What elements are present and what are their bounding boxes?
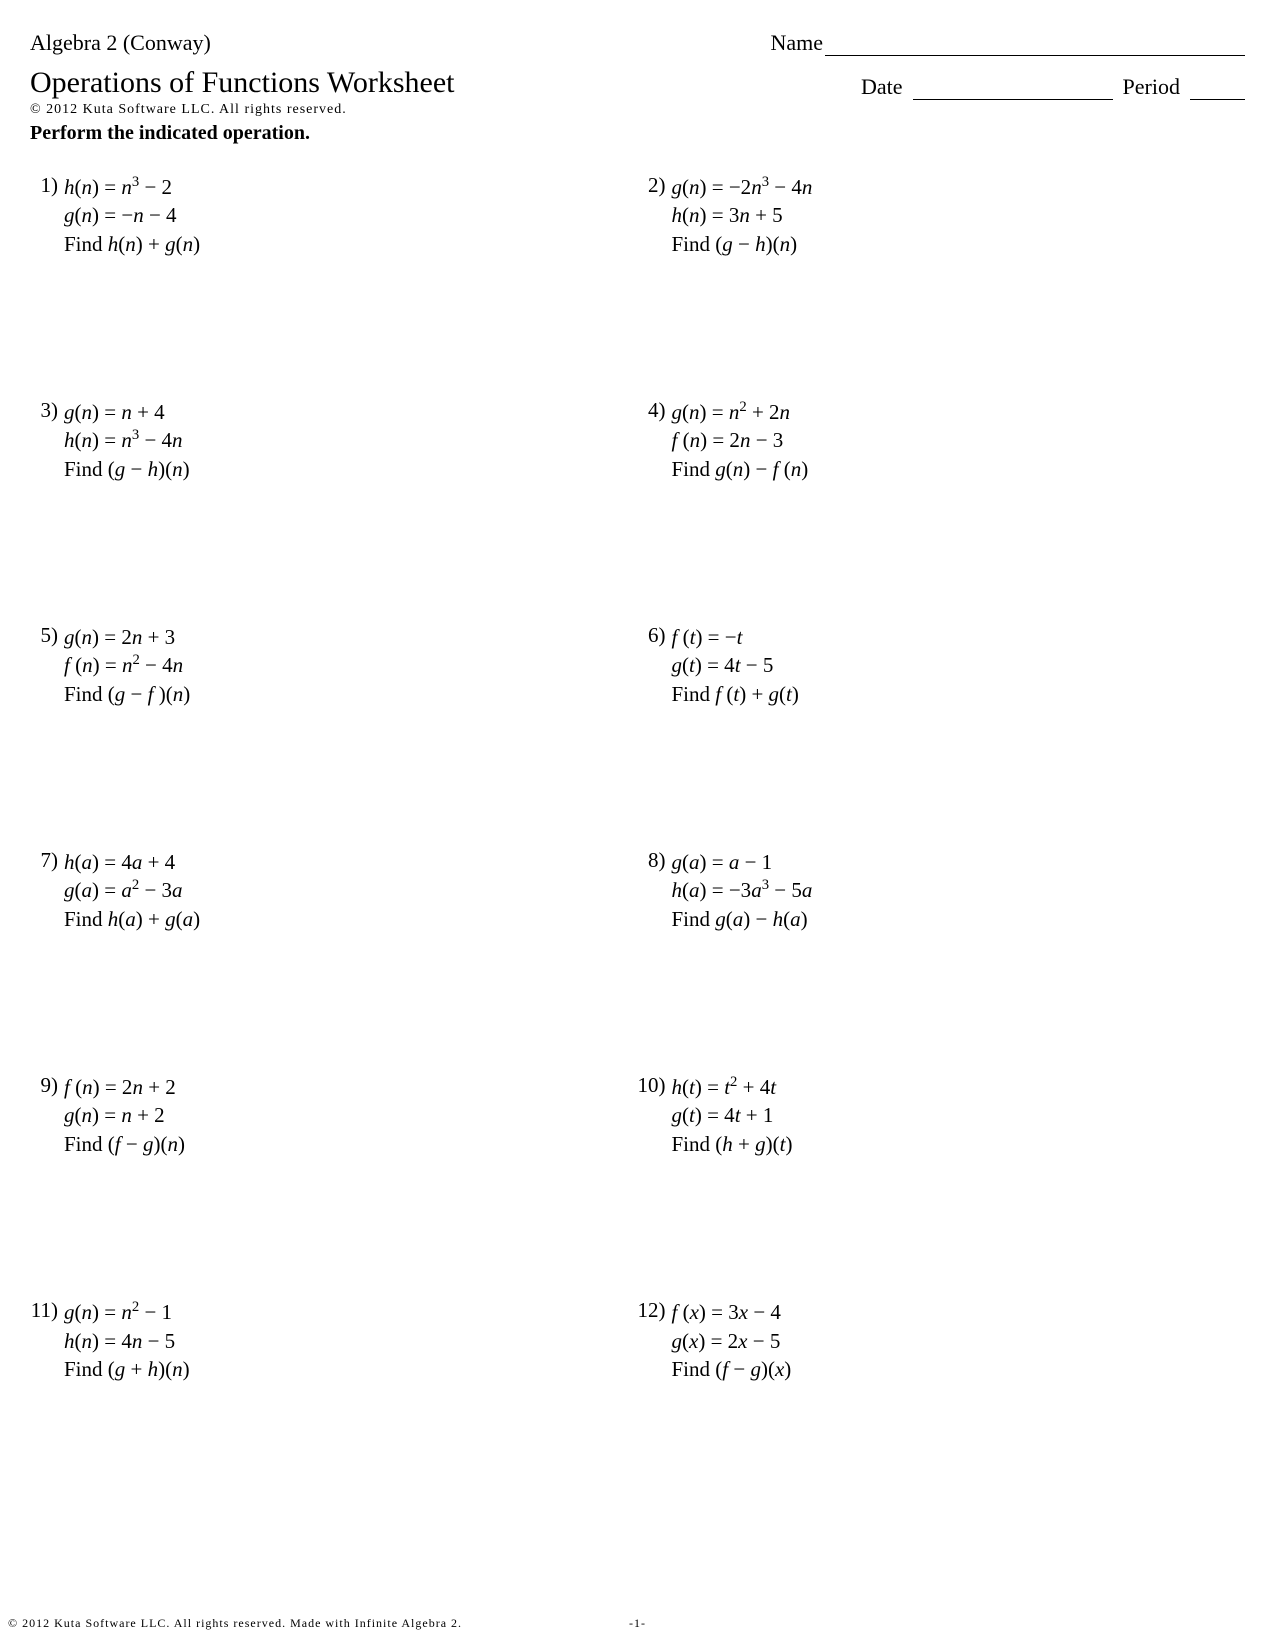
problem-line-1: g(n) = 2n + 3: [64, 623, 190, 651]
problem: 12)f (x) = 3x − 4g(x) = 2x − 5Find (f − …: [638, 1298, 1246, 1383]
problem-line-2: h(n) = n3 − 4n: [64, 426, 190, 454]
problem-number: 12): [638, 1298, 666, 1383]
problem-body: h(n) = n3 − 2g(n) = −n − 4Find h(n) + g(…: [64, 173, 200, 258]
problem: 5)g(n) = 2n + 3f (n) = n2 − 4nFind (g − …: [30, 623, 638, 708]
problem-number: 2): [638, 173, 666, 258]
problem-line-2: g(t) = 4t − 5: [672, 651, 799, 679]
problem-line-3: Find h(a) + g(a): [64, 905, 200, 933]
problem-body: g(n) = n2 + 2nf (n) = 2n − 3Find g(n) − …: [672, 398, 809, 483]
problem-line-3: Find (f − g)(x): [672, 1355, 792, 1383]
problem-body: f (x) = 3x − 4g(x) = 2x − 5Find (f − g)(…: [672, 1298, 792, 1383]
problem-body: g(n) = 2n + 3f (n) = n2 − 4nFind (g − f …: [64, 623, 190, 708]
problem-line-2: f (n) = 2n − 3: [672, 426, 809, 454]
name-label: Name: [770, 30, 823, 56]
problem: 2)g(n) = −2n3 − 4nh(n) = 3n + 5Find (g −…: [638, 173, 1246, 258]
problem-body: g(a) = a − 1h(a) = −3a3 − 5aFind g(a) − …: [672, 848, 813, 933]
date-blank-line: [913, 80, 1113, 100]
problem-line-2: g(n) = n + 2: [64, 1101, 185, 1129]
problem: 8)g(a) = a − 1h(a) = −3a3 − 5aFind g(a) …: [638, 848, 1246, 933]
problem-line-3: Find h(n) + g(n): [64, 230, 200, 258]
problem-line-1: g(n) = −2n3 − 4n: [672, 173, 813, 201]
date-label: Date: [861, 74, 903, 100]
problem-number: 1): [30, 173, 58, 258]
problem-number: 8): [638, 848, 666, 933]
date-period-fields: Date Period: [861, 74, 1245, 100]
problem-line-1: h(t) = t2 + 4t: [672, 1073, 793, 1101]
problem: 4)g(n) = n2 + 2nf (n) = 2n − 3Find g(n) …: [638, 398, 1246, 483]
course-label: Algebra 2 (Conway): [30, 30, 211, 56]
problem-number: 3): [30, 398, 58, 483]
problem-line-3: Find (g − h)(n): [64, 455, 190, 483]
problem-body: f (n) = 2n + 2g(n) = n + 2Find (f − g)(n…: [64, 1073, 185, 1158]
problem-line-2: f (n) = n2 − 4n: [64, 651, 190, 679]
page-number: -1-: [629, 1616, 646, 1631]
problem-line-3: Find (g + h)(n): [64, 1355, 190, 1383]
footer: © 2012 Kuta Software LLC. All rights res…: [8, 1616, 1267, 1631]
problem-line-3: Find g(n) − f (n): [672, 455, 809, 483]
problem: 11)g(n) = n2 − 1h(n) = 4n − 5Find (g + h…: [30, 1298, 638, 1383]
problem-number: 6): [638, 623, 666, 708]
problems-grid: 1)h(n) = n3 − 2g(n) = −n − 4Find h(n) + …: [30, 173, 1245, 1383]
copyright-text: © 2012 Kuta Software LLC. All rights res…: [30, 102, 1245, 118]
problem: 3)g(n) = n + 4h(n) = n3 − 4nFind (g − h)…: [30, 398, 638, 483]
problem: 7)h(a) = 4a + 4g(a) = a2 − 3aFind h(a) +…: [30, 848, 638, 933]
problem-line-2: h(n) = 3n + 5: [672, 201, 813, 229]
problem-number: 5): [30, 623, 58, 708]
problem-body: g(n) = n2 − 1h(n) = 4n − 5Find (g + h)(n…: [64, 1298, 190, 1383]
title-row: Operations of Functions Worksheet Date P…: [30, 66, 1245, 100]
problem-line-2: h(n) = 4n − 5: [64, 1327, 190, 1355]
problem-line-3: Find g(a) − h(a): [672, 905, 813, 933]
period-label: Period: [1123, 74, 1180, 100]
worksheet-title: Operations of Functions Worksheet: [30, 66, 454, 100]
problem: 10)h(t) = t2 + 4tg(t) = 4t + 1Find (h + …: [638, 1073, 1246, 1158]
problem-line-3: Find f (t) + g(t): [672, 680, 799, 708]
problem-line-2: g(x) = 2x − 5: [672, 1327, 792, 1355]
problem: 9)f (n) = 2n + 2g(n) = n + 2Find (f − g)…: [30, 1073, 638, 1158]
problem-line-1: h(a) = 4a + 4: [64, 848, 200, 876]
problem-line-2: g(a) = a2 − 3a: [64, 876, 200, 904]
problem-line-1: g(n) = n2 + 2n: [672, 398, 809, 426]
problem-number: 10): [638, 1073, 666, 1158]
problem: 1)h(n) = n3 − 2g(n) = −n − 4Find h(n) + …: [30, 173, 638, 258]
problem: 6)f (t) = −tg(t) = 4t − 5Find f (t) + g(…: [638, 623, 1246, 708]
problem-body: g(n) = −2n3 − 4nh(n) = 3n + 5Find (g − h…: [672, 173, 813, 258]
problem-line-3: Find (g − f )(n): [64, 680, 190, 708]
name-blank-line: [825, 36, 1245, 56]
problem-body: g(n) = n + 4h(n) = n3 − 4nFind (g − h)(n…: [64, 398, 190, 483]
problem-line-1: f (t) = −t: [672, 623, 799, 651]
problem-line-3: Find (h + g)(t): [672, 1130, 793, 1158]
problem-number: 11): [30, 1298, 58, 1383]
instruction-text: Perform the indicated operation.: [30, 122, 1245, 145]
name-field: Name: [770, 30, 1245, 56]
problem-line-1: h(n) = n3 − 2: [64, 173, 200, 201]
problem-line-3: Find (f − g)(n): [64, 1130, 185, 1158]
problem-line-2: g(n) = −n − 4: [64, 201, 200, 229]
problem-number: 7): [30, 848, 58, 933]
problem-line-1: f (n) = 2n + 2: [64, 1073, 185, 1101]
problem-line-3: Find (g − h)(n): [672, 230, 813, 258]
problem-line-2: h(a) = −3a3 − 5a: [672, 876, 813, 904]
problem-line-1: g(n) = n2 − 1: [64, 1298, 190, 1326]
problem-number: 9): [30, 1073, 58, 1158]
header-row-1: Algebra 2 (Conway) Name: [30, 30, 1245, 56]
period-blank-line: [1190, 80, 1245, 100]
problem-line-1: g(n) = n + 4: [64, 398, 190, 426]
problem-line-2: g(t) = 4t + 1: [672, 1101, 793, 1129]
problem-body: h(t) = t2 + 4tg(t) = 4t + 1Find (h + g)(…: [672, 1073, 793, 1158]
problem-line-1: f (x) = 3x − 4: [672, 1298, 792, 1326]
problem-number: 4): [638, 398, 666, 483]
problem-body: f (t) = −tg(t) = 4t − 5Find f (t) + g(t): [672, 623, 799, 708]
problem-body: h(a) = 4a + 4g(a) = a2 − 3aFind h(a) + g…: [64, 848, 200, 933]
problem-line-1: g(a) = a − 1: [672, 848, 813, 876]
